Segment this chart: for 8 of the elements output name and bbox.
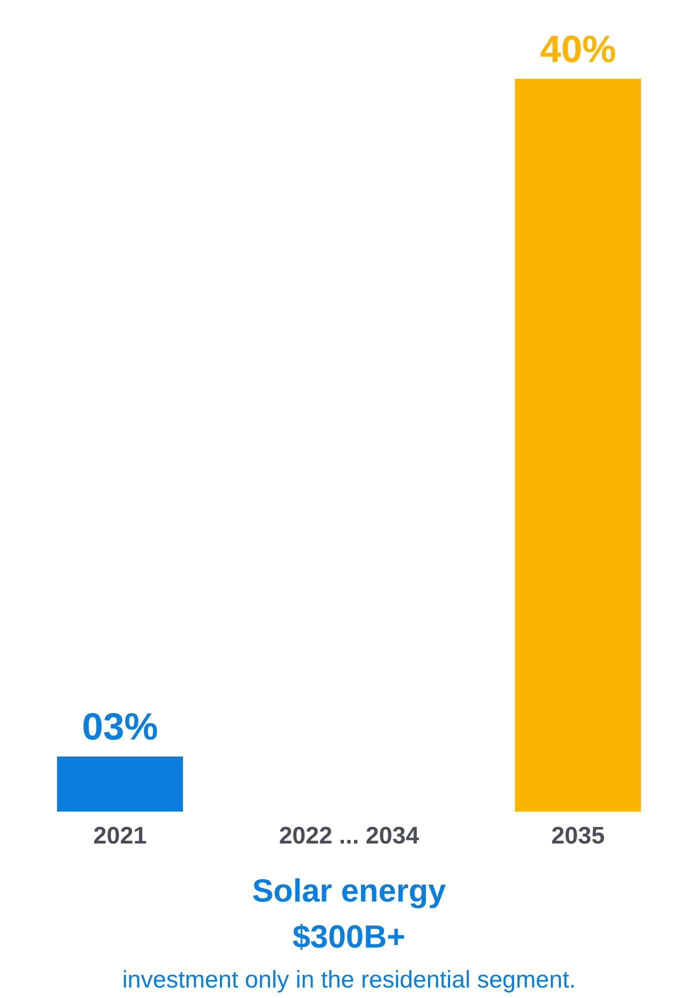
x-tick-label: 2022 ... 2034: [278, 822, 420, 850]
x-tick-label: 2021: [93, 822, 147, 850]
data-label: 40%: [540, 28, 616, 71]
text: investment only in the residential segment.: [122, 966, 576, 994]
data-label: 03%: [82, 706, 158, 749]
x-axis-title: Solar energy: [252, 872, 446, 908]
text: $300B+: [292, 918, 406, 954]
x-tick-label: 2035: [551, 822, 605, 850]
